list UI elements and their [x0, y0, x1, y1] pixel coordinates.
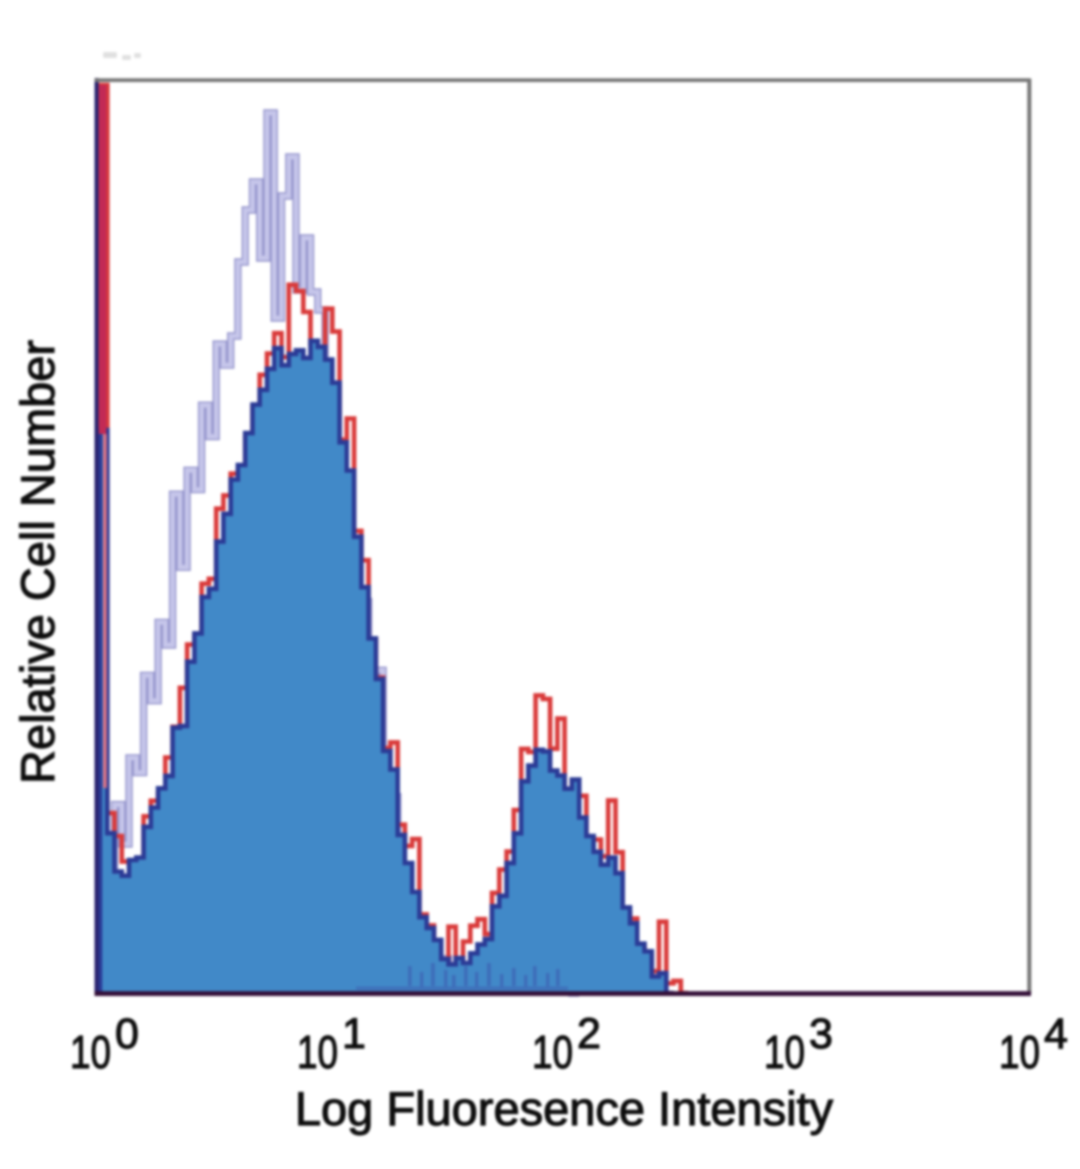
svg-text:10: 10: [999, 1026, 1040, 1078]
svg-text:10: 10: [297, 1026, 338, 1078]
svg-text:Log Fluoresence Intensity: Log Fluoresence Intensity: [295, 1082, 834, 1135]
svg-text:3: 3: [809, 1010, 833, 1058]
svg-text:10: 10: [70, 1026, 111, 1078]
svg-text:2: 2: [577, 1010, 601, 1058]
svg-text:4: 4: [1044, 1010, 1068, 1058]
svg-text:10: 10: [532, 1026, 573, 1078]
svg-text:1: 1: [342, 1010, 366, 1058]
svg-text:0: 0: [115, 1010, 139, 1058]
svg-text:10: 10: [764, 1026, 805, 1078]
svg-text:Relative Cell Number: Relative Cell Number: [11, 340, 64, 784]
